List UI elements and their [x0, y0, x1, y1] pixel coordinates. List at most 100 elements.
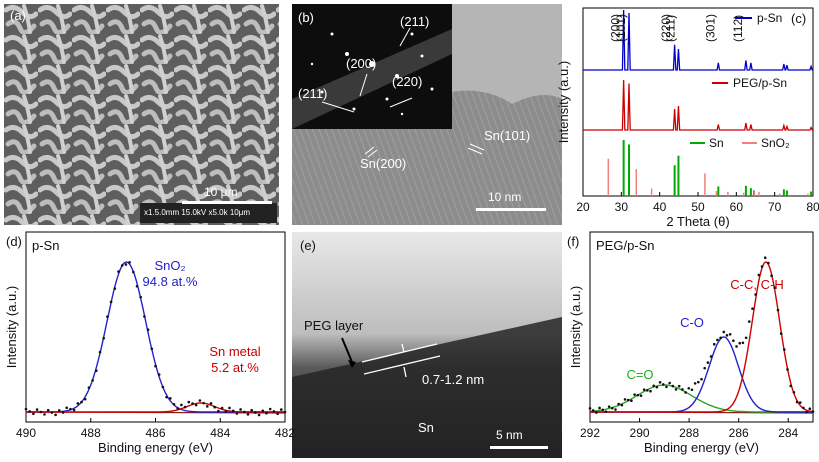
xrd-series-0 [583, 9, 813, 71]
scale-bar-e [490, 446, 548, 449]
xps-c-data-point [763, 256, 767, 260]
xps-c-data-point [693, 382, 697, 385]
xps-c-data-point [697, 380, 700, 384]
xps-sn-data-point [80, 400, 83, 404]
xps-c-data-point [805, 410, 808, 414]
xps-sn-data-point [91, 379, 94, 382]
xps-sn-annotation: 5.2 at.% [211, 360, 259, 375]
xrd-peak-label: (301) [703, 14, 717, 42]
xps-sn-data-point [65, 406, 68, 410]
xps-sn-data-point [217, 409, 220, 413]
panel-label-a: (a) [10, 8, 26, 23]
xps-sn-panel-label: (d) [6, 234, 22, 249]
xps-sn-data-point [117, 270, 120, 273]
xps-c-data-point [738, 341, 742, 345]
xps-c-data-point [786, 368, 789, 371]
xps-sn-data-point [61, 411, 65, 414]
saed-label-200: (200) [346, 56, 377, 71]
xps-c-data-point [636, 393, 640, 397]
xps-sn-data-point [235, 412, 239, 415]
xps-sn-data-point [198, 399, 202, 402]
xrd-x-tick-label: 40 [653, 200, 667, 214]
xps-c-annotation: C-O [680, 315, 704, 330]
xps-c-data-point [728, 332, 732, 336]
xps-c-data-point [712, 342, 716, 346]
xps-c-data-point [706, 361, 710, 364]
xps-c-data-point [588, 407, 592, 410]
xrd-legend-label: p-Sn [757, 11, 782, 25]
xps-c-panel-label: (f) [567, 234, 579, 249]
xps-sn-background [25, 411, 286, 414]
xps-c-data-point [767, 261, 770, 265]
xrd-x-tick-label: 70 [768, 200, 782, 214]
xps-c-fit-curve [589, 384, 813, 413]
xps-c-data-point [770, 274, 773, 278]
xps-c-data-point [760, 265, 764, 268]
xps-c-annotation: C-C, C-H [730, 277, 783, 292]
thickness-label: 0.7-1.2 nm [422, 372, 485, 387]
xps-c-x-tick-label: 288 [679, 426, 699, 440]
xps-c-x-tick-label: 292 [580, 426, 600, 440]
xrd-x-tick-label: 30 [615, 200, 629, 214]
saed-label-211-bottom: (211) [298, 86, 328, 101]
scale-text-b: 10 nm [488, 190, 522, 204]
xps-c-data-point [591, 409, 595, 412]
xps-sn-data-point [169, 397, 172, 400]
xps-sn-fit-curve [26, 402, 285, 413]
xps-c-data-point [646, 389, 649, 392]
xps-c-data-point [703, 366, 706, 370]
xps-sn-plot-frame [25, 231, 286, 423]
tem-lattice-texture [292, 4, 562, 225]
xps-c-data-point [783, 348, 786, 351]
xps-c-fit-curve [590, 336, 813, 413]
xps-c-data-point [617, 402, 620, 406]
xps-sn-data-point [83, 397, 87, 401]
xps-c-data-point [751, 307, 754, 310]
xps-c-data-point [808, 407, 812, 411]
xps-sn-data-point [239, 408, 242, 411]
xrd-peak-label: (112) [731, 15, 745, 42]
xps-sn-data-point [135, 284, 139, 288]
xps-sn-data-point [139, 295, 142, 299]
scale-bar-a [182, 201, 272, 204]
xps-c-data-point [776, 308, 780, 312]
xps-c-data-point [744, 336, 748, 340]
xps-sn-panel-title: p-Sn [32, 238, 59, 253]
xrd-series-1 [583, 79, 813, 131]
xps-sn-data-point [213, 405, 216, 409]
xps-sn-data-point [35, 408, 39, 411]
xps-c-data-point [655, 385, 659, 389]
xps-sn-data-point [187, 400, 191, 404]
xps-c-data-point [811, 410, 815, 413]
xps-c-data-point [700, 377, 703, 381]
xrd-x-tick-label: 80 [806, 200, 819, 214]
panel-label-b: (b) [298, 10, 314, 25]
xps-sn-data-point [146, 328, 150, 332]
xps-c-data-point [681, 388, 684, 391]
xps-sn-data-point [231, 409, 235, 413]
xps-c-panel-title: PEG/p-Sn [596, 238, 655, 253]
xps-c-data-point [802, 406, 805, 410]
xps-sn-data-point [172, 402, 176, 406]
xps-sn-data-point [132, 270, 135, 274]
xrd-x-tick-label: 20 [576, 200, 590, 214]
xps-c-data-point [732, 339, 735, 342]
xps-sn-x-tick-label: 486 [145, 426, 165, 440]
xps-sn-data-point [58, 409, 61, 412]
xps-sn-data-point [268, 407, 272, 411]
xps-c-data-point [665, 385, 668, 389]
xps-sn-data-point [32, 412, 35, 416]
xps-c-data-point [633, 393, 636, 396]
sn-region-label: Sn [418, 420, 434, 435]
panel-e-tem-image: (e) PEG layer 0.7-1.2 nm Sn 5 nm [292, 232, 562, 458]
xps-c-data-point [773, 286, 777, 290]
xps-c-data-point [792, 390, 796, 394]
xps-c-data-point [598, 406, 601, 410]
xps-c-data-point [779, 332, 783, 335]
xps-c-data-point [607, 405, 611, 408]
xps-sn-data-point [157, 373, 161, 376]
panel-a-sem-image: (a) 10 μm x1.5.0mm 15.0kV x5.0k 10μm [4, 4, 279, 225]
xps-c-data-point [757, 273, 761, 277]
xps-c-data-point [690, 388, 694, 392]
xps-sn-data-point [98, 350, 102, 354]
